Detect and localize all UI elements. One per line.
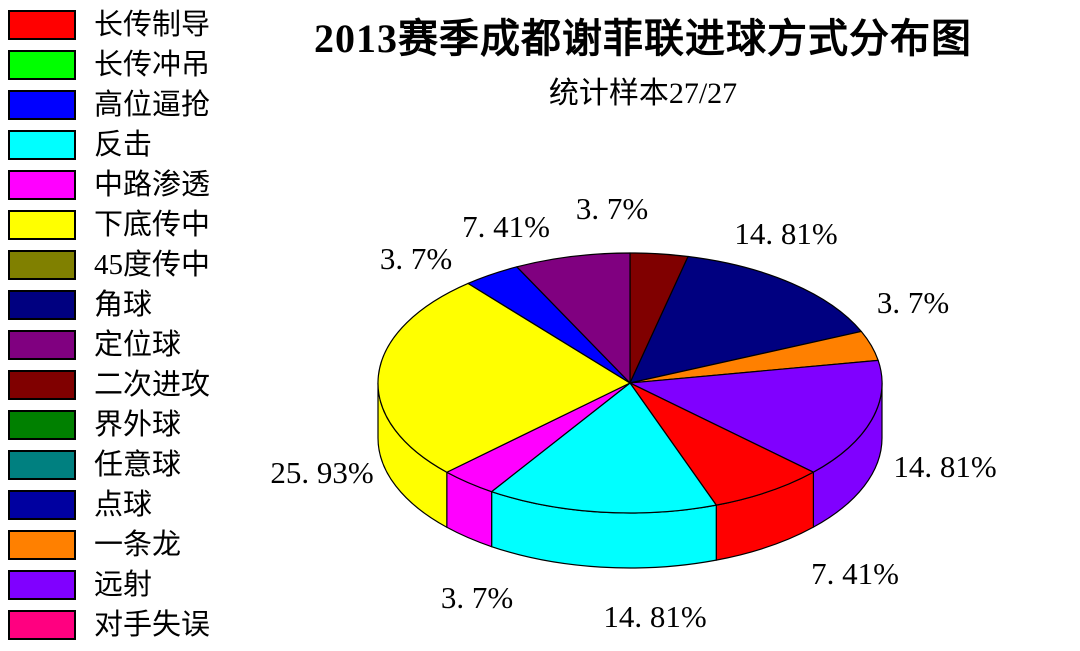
legend-label: 一条龙 bbox=[94, 528, 182, 561]
legend-item: 长传制导 bbox=[8, 5, 210, 45]
legend: 长传制导长传冲吊高位逼抢反击中路渗透下底传中 45度传中角球定位球二次进攻界外球任… bbox=[8, 5, 210, 645]
legend-swatch bbox=[8, 570, 76, 600]
legend-swatch bbox=[8, 490, 76, 520]
legend-label: 远射 bbox=[94, 568, 153, 601]
slice-percent-label: 25. 93% bbox=[270, 455, 373, 490]
legend-swatch bbox=[8, 290, 76, 320]
legend-item: 高位逼抢 bbox=[8, 85, 210, 125]
slice-percent-label: 14. 81% bbox=[893, 449, 996, 484]
legend-label: 点球 bbox=[94, 488, 153, 521]
legend-swatch bbox=[8, 410, 76, 440]
legend-swatch bbox=[8, 370, 76, 400]
legend-item: 二次进攻 bbox=[8, 365, 210, 405]
legend-swatch bbox=[8, 50, 76, 80]
slice-percent-label: 3. 7% bbox=[877, 285, 949, 320]
legend-label: 对手失误 bbox=[94, 608, 211, 641]
legend-label: 二次进攻 bbox=[94, 368, 211, 401]
slice-percent-label: 7. 41% bbox=[462, 209, 550, 244]
legend-label: 下底传中 bbox=[94, 208, 211, 241]
slice-percent-label: 3. 7% bbox=[441, 580, 513, 615]
legend-item: 远射 bbox=[8, 565, 210, 605]
legend-item: 下底传中 bbox=[8, 205, 210, 245]
legend-swatch bbox=[8, 250, 76, 280]
legend-label: 中路渗透 bbox=[94, 168, 211, 201]
legend-label: 角球 bbox=[94, 288, 153, 321]
pie-slice-top bbox=[516, 252, 631, 384]
legend-item: 长传冲吊 bbox=[8, 45, 210, 85]
legend-label: 定位球 bbox=[94, 328, 182, 361]
legend-swatch bbox=[8, 170, 76, 200]
legend-item: 角球 bbox=[8, 285, 210, 325]
legend-label: 反击 bbox=[94, 128, 153, 161]
legend-item: 任意球 bbox=[8, 445, 210, 485]
legend-swatch bbox=[8, 10, 76, 40]
legend-label: 长传制导 bbox=[94, 8, 211, 41]
legend-item: 界外球 bbox=[8, 405, 210, 445]
chart-subtitle: 统计样本27/27 bbox=[548, 77, 738, 110]
legend-swatch bbox=[8, 450, 76, 480]
legend-label: 界外球 bbox=[94, 408, 182, 441]
legend-item: 对手失误 bbox=[8, 605, 210, 645]
legend-item: 45度传中 bbox=[8, 245, 210, 285]
pie-slice-top bbox=[377, 282, 631, 473]
legend-item: 中路渗透 bbox=[8, 165, 210, 205]
legend-item: 反击 bbox=[8, 125, 210, 165]
legend-swatch bbox=[8, 130, 76, 160]
pie-slice-top bbox=[629, 255, 862, 384]
slice-percent-label: 7. 41% bbox=[811, 556, 899, 591]
legend-item: 点球 bbox=[8, 485, 210, 525]
title-block: 2013赛季成都谢菲联进球方式分布图 统计样本27/27 bbox=[263, 6, 1023, 112]
legend-item: 定位球 bbox=[8, 325, 210, 365]
legend-swatch bbox=[8, 610, 76, 640]
legend-swatch bbox=[8, 530, 76, 560]
legend-label: 长传冲吊 bbox=[94, 48, 211, 81]
legend-label: 高位逼抢 bbox=[94, 88, 211, 121]
legend-item: 一条龙 bbox=[8, 525, 210, 565]
pie-slice-top bbox=[491, 382, 717, 514]
chart-title: 2013赛季成都谢菲联进球方式分布图 bbox=[314, 16, 972, 61]
slice-percent-label: 14. 81% bbox=[734, 216, 837, 251]
legend-swatch bbox=[8, 330, 76, 360]
pie-slice-top bbox=[629, 382, 815, 506]
slice-percent-label: 3. 7% bbox=[576, 191, 648, 226]
legend-label: 任意球 bbox=[94, 448, 182, 481]
legend-swatch bbox=[8, 90, 76, 120]
legend-label: 45度传中 bbox=[94, 248, 211, 281]
slice-percent-label: 14. 81% bbox=[603, 599, 706, 634]
slice-percent-label: 3. 7% bbox=[380, 241, 452, 276]
legend-swatch bbox=[8, 210, 76, 240]
pie-slice-top bbox=[629, 359, 883, 473]
